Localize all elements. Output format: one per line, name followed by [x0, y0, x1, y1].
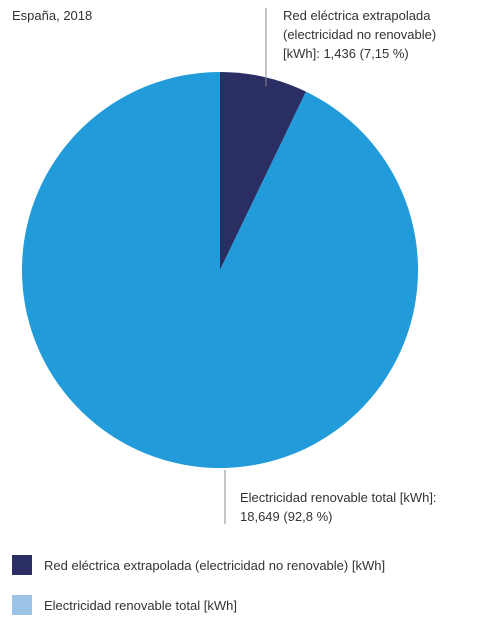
legend: Red eléctrica extrapolada (electricidad … [12, 553, 482, 633]
legend-item-non-renewable: Red eléctrica extrapolada (electricidad … [12, 553, 482, 577]
slice-label-non-renewable-line-2: (electricidad no renovable) [283, 27, 436, 42]
slice-label-non-renewable-line-3: [kWh]: 1,436 (7,15 %) [283, 46, 409, 61]
slice-non-renewable [220, 72, 306, 270]
leader-lines [224, 8, 267, 524]
chart-title: España, 2018 [12, 8, 92, 23]
slice-label-renewable-line-1: Electricidad renovable total [kWh]: [240, 490, 437, 505]
legend-swatch-renewable [12, 595, 32, 615]
legend-label-renewable: Electricidad renovable total [kWh] [44, 597, 237, 613]
slice-labels: Red eléctrica extrapolada (electricidad n… [240, 8, 437, 524]
slice-label-renewable-line-2: 18,649 (92,8 %) [240, 509, 333, 524]
legend-item-renewable: Electricidad renovable total [kWh] [12, 593, 482, 617]
pie-chart: España, 2018 Red eléctrica extrapolada (e… [12, 8, 437, 524]
legend-label-non-renewable: Red eléctrica extrapolada (electricidad … [44, 557, 386, 573]
slice-renewable [22, 72, 419, 469]
slice-label-non-renewable-line-1: Red eléctrica extrapolada [283, 8, 431, 23]
pie-slices [22, 72, 419, 469]
legend-swatch-non-renewable [12, 555, 32, 575]
